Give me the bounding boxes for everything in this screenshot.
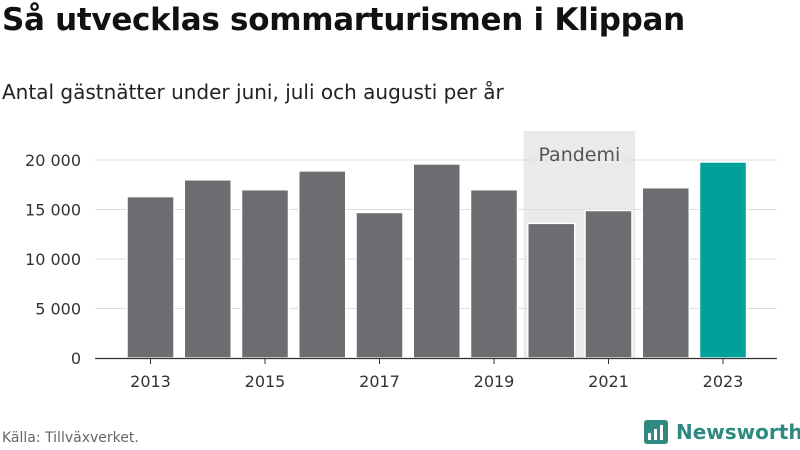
chart-subtitle: Antal gästnätter under juni, juli och au…: [2, 80, 504, 104]
x-tick-label: 2021: [588, 372, 629, 391]
bar-2023: [698, 161, 748, 359]
bar-2018: [412, 163, 461, 359]
pandemic-label: Pandemi: [538, 144, 620, 166]
bar-2021: [584, 209, 633, 359]
chart-title: Så utvecklas sommarturismen i Klippan: [2, 2, 685, 38]
x-tick-label: 2013: [130, 372, 171, 391]
bar-2020: [527, 222, 576, 359]
bar-2014: [183, 179, 232, 359]
x-tick-label: 2017: [359, 372, 400, 391]
y-tick-label: 10 000: [25, 250, 81, 269]
y-tick-label: 5 000: [35, 300, 81, 319]
y-tick-label: 20 000: [25, 151, 81, 170]
bar-2017: [355, 211, 404, 359]
x-tick-label: 2019: [474, 372, 515, 391]
y-tick-label: 15 000: [25, 201, 81, 220]
newsworthy-logo-icon: [644, 420, 668, 444]
bar-2013: [126, 195, 175, 359]
bar-2016: [298, 170, 347, 359]
source-note: Källa: Tillväxverket.: [2, 430, 139, 446]
brand-name: Newsworthy: [676, 420, 800, 444]
x-tick-label: 2015: [245, 372, 286, 391]
y-tick-label: 0: [71, 349, 81, 368]
bar-2022: [641, 186, 690, 359]
newsworthy-brand: Newsworthy: [644, 420, 800, 444]
bar-2015: [240, 188, 290, 359]
x-tick-label: 2023: [703, 372, 744, 391]
bar-2019: [469, 188, 519, 359]
